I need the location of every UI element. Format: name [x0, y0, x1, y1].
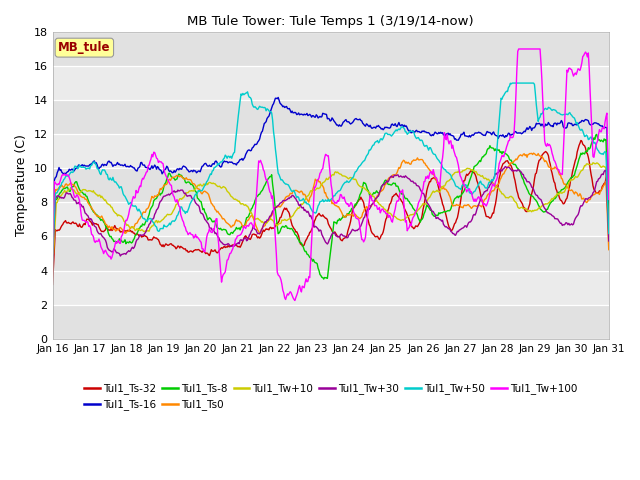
Bar	[52, 237, 609, 271]
Bar	[52, 305, 609, 339]
Bar	[52, 32, 609, 66]
Bar	[52, 168, 609, 203]
Text: MB_tule: MB_tule	[58, 41, 111, 54]
Y-axis label: Temperature (C): Temperature (C)	[15, 134, 28, 236]
Legend: Tul1_Ts-32, Tul1_Ts-16, Tul1_Ts-8, Tul1_Ts0, Tul1_Tw+10, Tul1_Tw+30, Tul1_Tw+50,: Tul1_Ts-32, Tul1_Ts-16, Tul1_Ts-8, Tul1_…	[80, 379, 582, 415]
Title: MB Tule Tower: Tule Temps 1 (3/19/14-now): MB Tule Tower: Tule Temps 1 (3/19/14-now…	[188, 15, 474, 28]
Bar	[52, 100, 609, 134]
